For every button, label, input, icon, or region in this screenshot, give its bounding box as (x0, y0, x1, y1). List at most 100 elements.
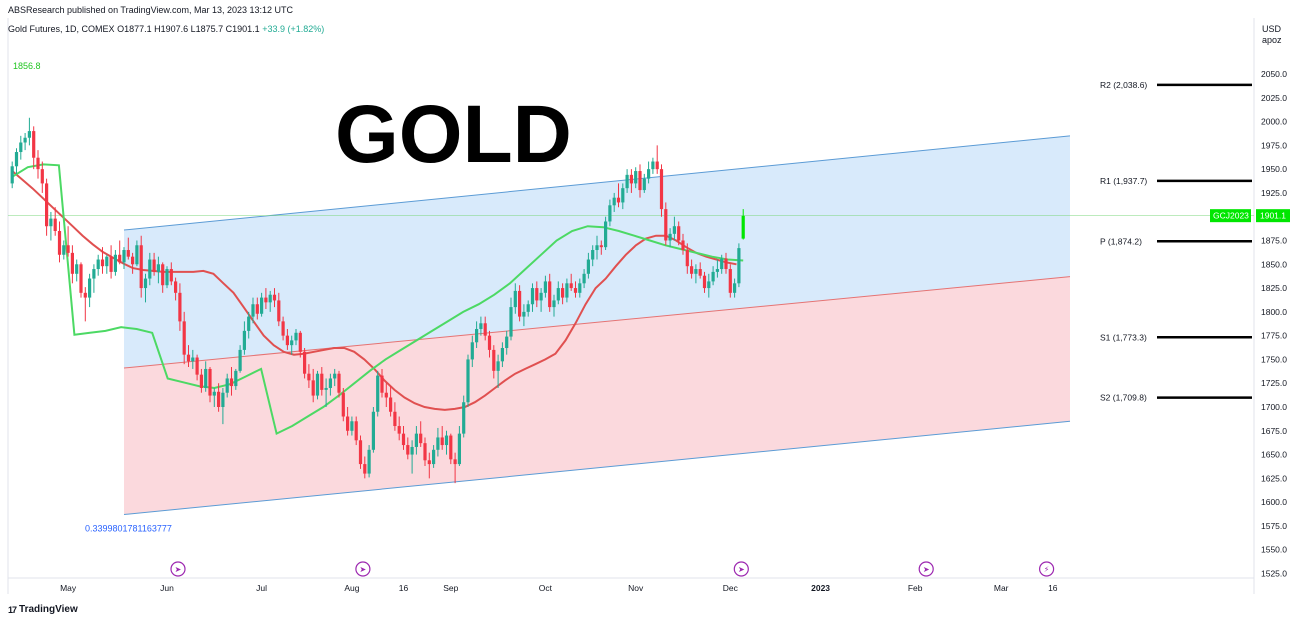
arrow-event-icon[interactable]: ➤ (733, 561, 749, 577)
price-tick-label: 1625.0 (1261, 473, 1287, 483)
currency-label[interactable]: USD apoz (1262, 24, 1282, 46)
candle-body (677, 226, 681, 241)
candle-body (182, 321, 186, 355)
candle-body (324, 387, 328, 390)
candle-body (307, 373, 311, 381)
candle-body (225, 378, 229, 393)
candle-body (659, 169, 664, 210)
candle-body (565, 283, 569, 298)
candle-body (371, 411, 375, 450)
publisher-line: ABSResearch published on TradingView.com… (8, 5, 293, 15)
candle-body (178, 292, 182, 322)
candle-body (88, 278, 92, 298)
candle-body (212, 391, 216, 396)
candle-body (281, 321, 285, 336)
candle-body (591, 250, 595, 260)
price-tick-label: 1800.0 (1261, 307, 1287, 317)
lightning-event-icon[interactable]: ⚡ (1038, 561, 1055, 577)
symbol-name[interactable]: Gold Futures, 1D, COMEX (8, 24, 115, 34)
time-tick-label: 2023 (811, 583, 830, 593)
candle-body (350, 421, 354, 431)
candle-body (238, 349, 242, 371)
candle-body (148, 259, 152, 279)
candle-body (49, 218, 53, 227)
candle-body (199, 374, 203, 388)
candle-body (393, 411, 397, 427)
candle-body (410, 446, 414, 455)
candle-body (75, 264, 79, 274)
time-tick-label: Feb (908, 583, 923, 593)
candle-body (328, 378, 332, 388)
candle-body (23, 137, 27, 143)
symbol-line: Gold Futures, 1D, COMEX O1877.1 H1907.6 … (8, 24, 324, 34)
candle-body (45, 183, 49, 227)
candle-body (530, 288, 535, 305)
candle-body (681, 240, 685, 251)
event-marker-circle (355, 561, 371, 577)
candle-body (612, 197, 616, 206)
arrow-event-icon[interactable]: ➤ (170, 561, 186, 577)
event-marker-circle (170, 561, 186, 577)
candle-body (616, 197, 621, 203)
candle-body (561, 288, 565, 298)
time-tick-label: Mar (994, 583, 1009, 593)
time-tick-label: May (60, 583, 77, 593)
candle-body (401, 433, 406, 446)
candle-body (105, 256, 109, 267)
candle-body (389, 397, 393, 412)
candle-body (707, 281, 711, 289)
candle-body (651, 161, 655, 170)
channel-upper-line (123, 135, 1071, 231)
candle-body (367, 449, 371, 474)
candle-body (320, 373, 324, 390)
candle-body (268, 294, 272, 303)
arrow-event-icon[interactable]: ➤ (918, 561, 934, 577)
candle-body (358, 440, 363, 465)
candle-body (135, 245, 139, 265)
candle-body (466, 359, 470, 403)
candle-body (462, 402, 466, 434)
event-marker-glyph: ➤ (738, 565, 745, 574)
candle-body (169, 269, 173, 282)
tradingview-brand[interactable]: 17 TradingView (8, 604, 78, 615)
candle-body (298, 332, 302, 352)
pivot-label: R2 (2,038.6) (1100, 80, 1147, 90)
candle-body (423, 443, 427, 461)
time-tick-label: Nov (628, 583, 644, 593)
candle-body (737, 248, 741, 284)
candle-body (346, 416, 350, 431)
top-left-price-label: 1856.8 (13, 61, 41, 71)
candle-body (496, 361, 500, 371)
candle-body (251, 304, 255, 317)
time-tick-label: Sep (443, 583, 458, 593)
candle-body (14, 152, 19, 167)
candle-body (10, 166, 14, 184)
candle-body (453, 459, 457, 465)
symbol-tag-box (1210, 209, 1251, 223)
price-tick-label: 1775.0 (1261, 331, 1287, 341)
candle-body (234, 370, 238, 387)
candle-body (698, 269, 702, 276)
arrow-event-icon[interactable]: ➤ (355, 561, 371, 577)
candle-body (311, 380, 315, 396)
candle-body (573, 288, 578, 293)
candle-body (711, 271, 715, 282)
candle-body (715, 269, 719, 272)
price-tick-label: 2025.0 (1261, 93, 1287, 103)
candle-body (66, 245, 70, 253)
brand-name: TradingView (19, 604, 78, 615)
tradingview-logo-icon: 17 (8, 604, 17, 615)
candle-body (500, 348, 504, 362)
candle-body (221, 392, 225, 407)
candle-body (139, 245, 143, 289)
pivot-label: S1 (1,773.3) (1100, 332, 1147, 342)
candle-body (191, 357, 195, 362)
candle-body (647, 169, 651, 179)
candle-body (432, 449, 436, 465)
candle-body (303, 351, 307, 374)
candle-body (96, 259, 100, 270)
candle-body (83, 292, 87, 298)
time-tick-label: Oct (539, 583, 553, 593)
candle-body (165, 269, 169, 286)
